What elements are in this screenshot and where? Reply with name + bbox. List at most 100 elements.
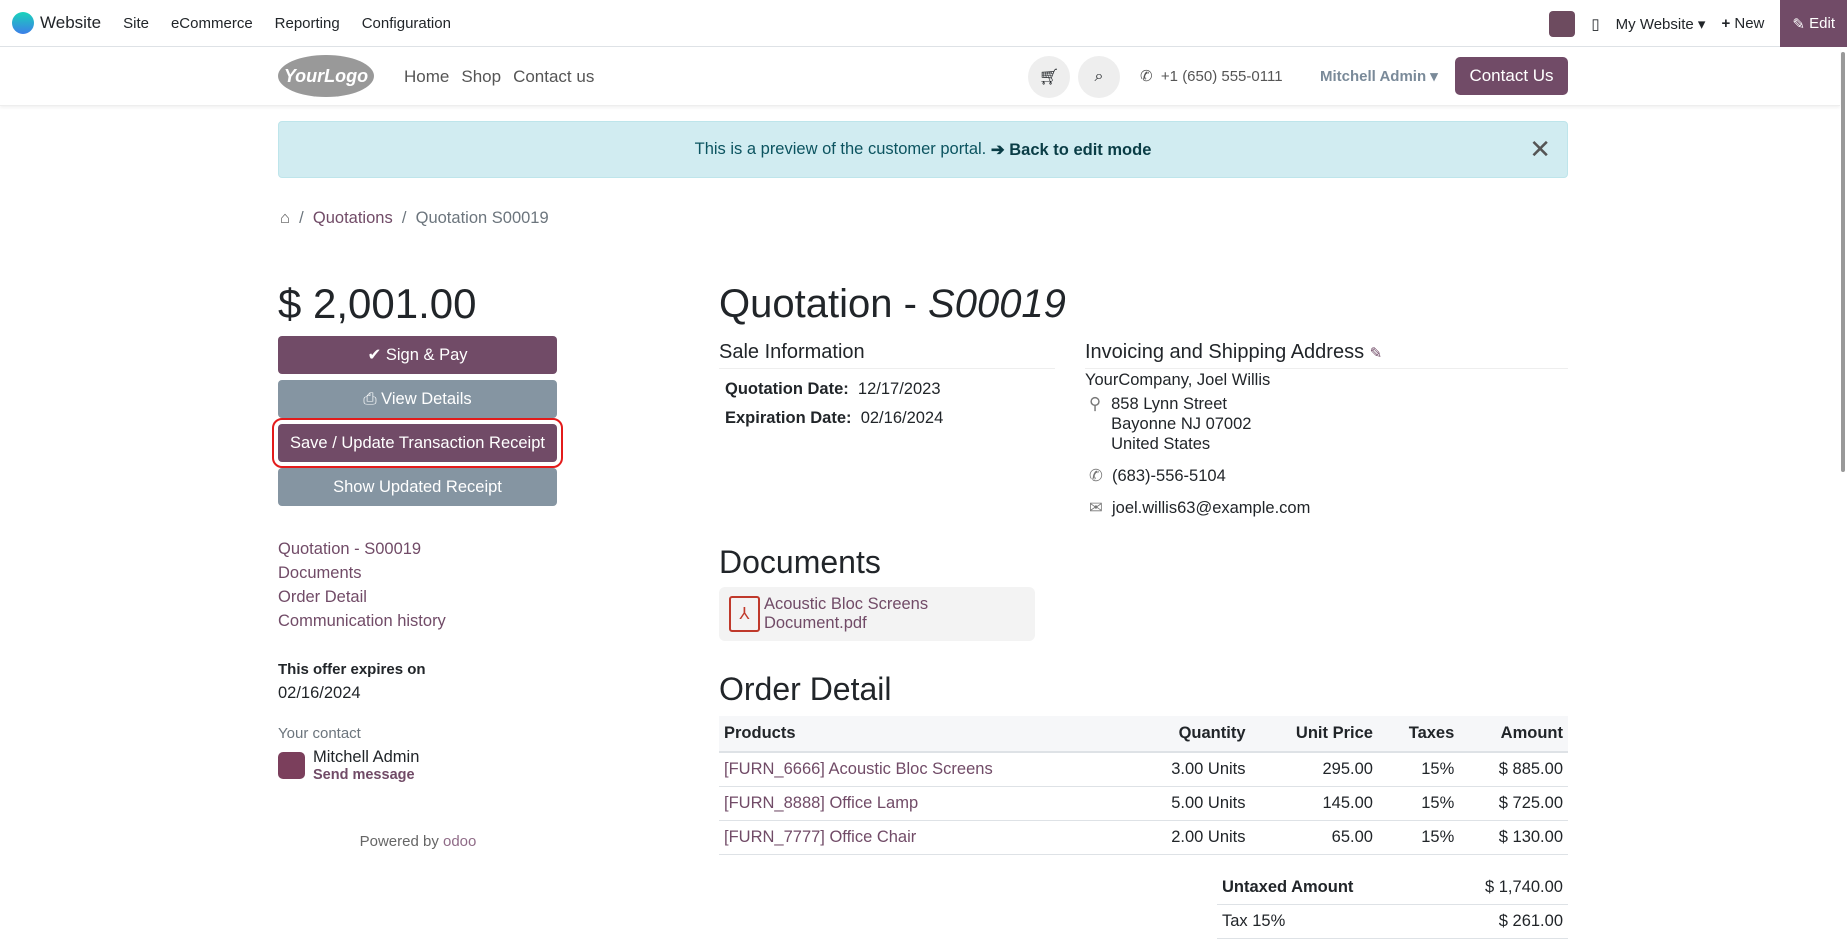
product-link[interactable]: [FURN_7777] Office Chair [719, 820, 1128, 855]
tax-label: Tax 15% [1217, 904, 1434, 939]
phone-value: (683)-556-5104 [1112, 467, 1226, 485]
col-taxes: Taxes [1377, 716, 1460, 753]
odoo-logo[interactable]: odoo [443, 833, 477, 850]
scrollbar[interactable] [1841, 52, 1845, 472]
address-title: Invoicing and Shipping Address [1085, 341, 1365, 363]
nav-documents[interactable]: Documents [278, 564, 362, 582]
home-icon[interactable]: ⌂ [280, 209, 290, 227]
view-details-button[interactable]: ⎙ View Details [278, 380, 557, 418]
new-label: New [1734, 15, 1765, 32]
contact-us-button[interactable]: Contact Us [1455, 57, 1568, 95]
menu-configuration[interactable]: Configuration [361, 14, 451, 32]
customer-email: ✉ joel.willis63@example.com [1085, 498, 1568, 518]
search-icon[interactable]: ⌕ [1078, 56, 1120, 98]
logo[interactable]: YourLogo [278, 55, 374, 97]
unit-price-cell: 295.00 [1250, 752, 1378, 787]
nav-home[interactable]: Home [404, 67, 450, 86]
save-receipt-button[interactable]: Save / Update Transaction Receipt [272, 418, 563, 468]
documents-heading: Documents [719, 544, 881, 580]
contact-name: Mitchell Admin [313, 748, 420, 766]
totals-table: Untaxed Amount $ 1,740.00 Tax 15% $ 261.00 [1217, 871, 1568, 939]
address-heading: Invoicing and Shipping Address ✎ [1085, 341, 1568, 369]
col-products: Products [719, 716, 1128, 753]
expiration-date-label: Expiration Date: [725, 409, 852, 427]
website-app[interactable]: Website [12, 12, 101, 34]
quotation-date: 12/17/2023 [857, 380, 941, 398]
close-icon[interactable]: ✕ [1529, 134, 1551, 164]
section-nav: Quotation - S00019 Documents Order Detai… [278, 540, 558, 631]
nav-order-detail[interactable]: Order Detail [278, 588, 367, 606]
amount-cell: $ 885.00 [1459, 752, 1568, 787]
breadcrumb-quotations[interactable]: Quotations [312, 209, 393, 227]
city: Bayonne NJ 07002 [1111, 415, 1252, 433]
nav-shop[interactable]: Shop [461, 67, 502, 86]
user-menu[interactable]: Mitchell Admin ▾ [1320, 68, 1438, 85]
contact-avatar [278, 752, 305, 779]
product-link[interactable]: [FURN_8888] Office Lamp [719, 786, 1128, 821]
breadcrumb: ⌂ / Quotations / Quotation S00019 [280, 209, 549, 227]
back-to-edit-link[interactable]: ➔ Back to edit mode [990, 140, 1152, 159]
tax-value: $ 261.00 [1433, 904, 1568, 939]
menu-site[interactable]: Site [123, 14, 149, 32]
col-quantity: Quantity [1127, 716, 1251, 753]
powered-by: Powered by odoo [278, 833, 558, 850]
avatar[interactable] [1549, 10, 1576, 37]
phone: ✆ +1 (650) 555-0111 [1140, 67, 1283, 85]
quantity-cell: 2.00 Units [1127, 820, 1251, 855]
view-details-label: View Details [381, 389, 472, 408]
user-name: Mitchell Admin [1320, 68, 1427, 85]
customer-phone: ✆ (683)-556-5104 [1085, 466, 1568, 486]
nav-communication[interactable]: Communication history [278, 612, 446, 630]
check-icon: ✔ [367, 346, 382, 364]
preview-alert: This is a preview of the customer portal… [278, 121, 1568, 178]
title-prefix: Quotation - [719, 282, 929, 326]
alert-text: This is a preview of the customer portal… [694, 140, 987, 158]
taxes-cell: 15% [1377, 752, 1460, 787]
unit-price-cell: 65.00 [1250, 820, 1378, 855]
phone-number: +1 (650) 555-0111 [1160, 68, 1283, 85]
envelope-icon: ✉ [1089, 499, 1103, 517]
sidebar: $ 2,001.00 ✔ Sign & Pay ⎙ View Details S… [272, 280, 563, 850]
contact-label: Your contact [278, 725, 361, 742]
document-card[interactable]: ⅄ Acoustic Bloc Screens Document.pdf [719, 587, 1035, 641]
quantity-cell: 5.00 Units [1127, 786, 1251, 821]
email-value: joel.willis63@example.com [1112, 499, 1311, 517]
new-button[interactable]: + New [1721, 15, 1765, 32]
customer-name: YourCompany, Joel Willis [1085, 371, 1271, 389]
street: 858 Lynn Street [1111, 395, 1227, 413]
nav-contact[interactable]: Contact us [513, 67, 595, 86]
map-marker-icon: ⚲ [1089, 395, 1102, 413]
website-switcher[interactable]: My Website ▾ [1615, 15, 1706, 33]
order-detail-heading: Order Detail [719, 671, 892, 707]
taxes-cell: 15% [1377, 786, 1460, 821]
send-message-link[interactable]: Send message [313, 767, 415, 783]
menu-ecommerce[interactable]: eCommerce [170, 14, 253, 32]
edit-pencil-icon[interactable]: ✎ [1369, 345, 1383, 362]
order-table: Products Quantity Unit Price Taxes Amoun… [719, 716, 1568, 855]
table-row: [FURN_8888] Office Lamp 5.00 Units 145.00 1… [719, 786, 1568, 821]
expiration-date: 02/16/2024 [860, 409, 944, 427]
page-title: Quotation - S00019 [719, 282, 1568, 327]
product-link[interactable]: [FURN_6666] Acoustic Bloc Screens [719, 752, 1128, 787]
sale-info-heading: Sale Information [719, 341, 1055, 369]
sign-pay-label: Sign & Pay [385, 345, 468, 364]
document-link[interactable]: Acoustic Bloc Screens Document.pdf [763, 595, 929, 632]
mobile-preview-icon[interactable]: ▯ [1591, 15, 1600, 33]
phone-icon: ✆ [1089, 467, 1103, 485]
menu-reporting[interactable]: Reporting [274, 14, 340, 32]
show-receipt-button[interactable]: Show Updated Receipt [278, 468, 557, 506]
website-name: My Website [1615, 15, 1694, 33]
unit-price-cell: 145.00 [1250, 786, 1378, 821]
pdf-icon: ⅄ [729, 596, 760, 632]
col-amount: Amount [1459, 716, 1568, 753]
country: United States [1111, 435, 1211, 453]
col-unit-price: Unit Price [1250, 716, 1378, 753]
cart-icon[interactable]: 🛒︎ [1028, 56, 1070, 98]
phone-icon: ✆ [1140, 68, 1153, 85]
table-row: [FURN_6666] Acoustic Bloc Screens 3.00 Un… [719, 752, 1568, 787]
table-row: [FURN_7777] Office Chair 2.00 Units 65.00 1… [719, 820, 1568, 855]
odoo-app-icon [12, 12, 34, 34]
sign-pay-button[interactable]: ✔ Sign & Pay [278, 336, 557, 374]
edit-button[interactable]: ✎ Edit [1780, 0, 1847, 47]
nav-quotation[interactable]: Quotation - S00019 [278, 540, 422, 558]
